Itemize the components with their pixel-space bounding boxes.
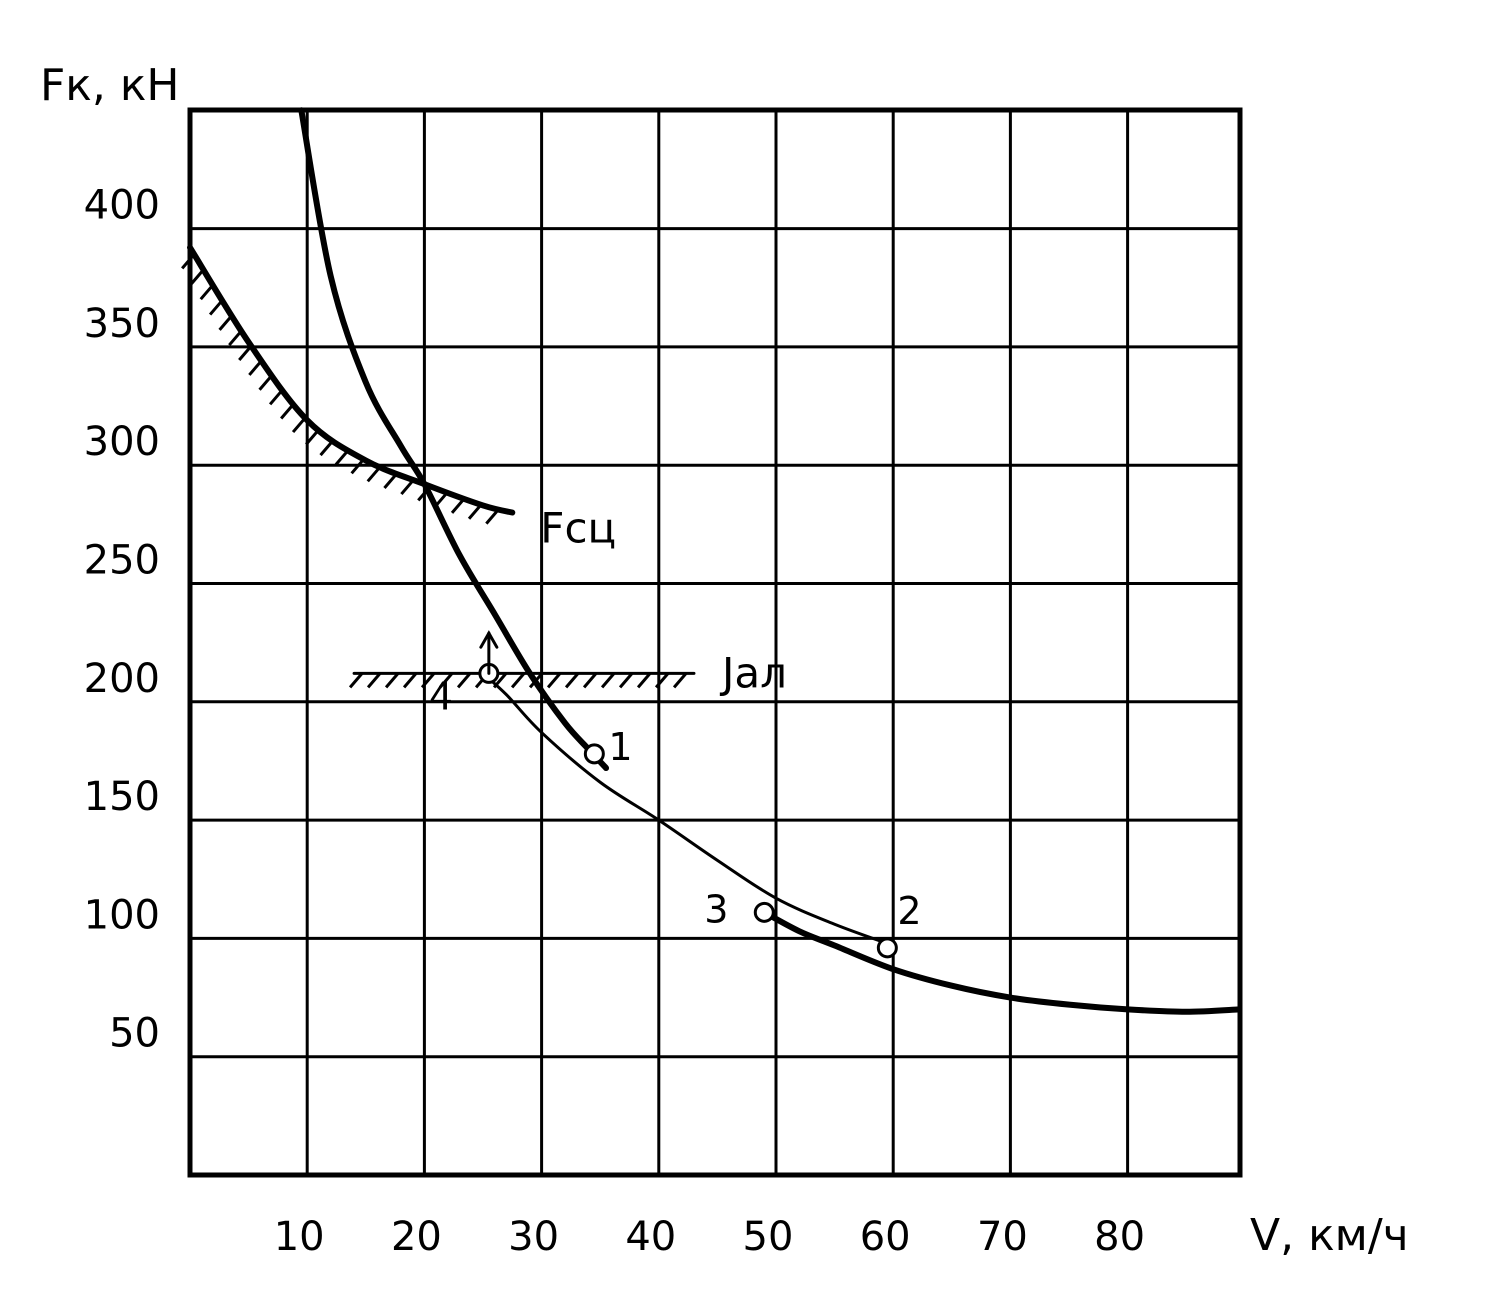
marked-point bbox=[876, 937, 898, 959]
x-tick-label: 20 bbox=[391, 1214, 442, 1260]
y-tick-label: 50 bbox=[109, 1011, 160, 1057]
hatch-mark bbox=[546, 672, 562, 689]
hatching bbox=[181, 253, 688, 689]
marked-point bbox=[753, 901, 775, 923]
hatch-mark bbox=[366, 466, 381, 483]
hatch-mark bbox=[582, 672, 598, 689]
y-tick-label: 250 bbox=[84, 538, 160, 584]
hatch-mark bbox=[366, 672, 382, 689]
hatch-mark bbox=[510, 672, 526, 689]
x-tick-label: 70 bbox=[977, 1214, 1028, 1260]
series-name-label: Jал bbox=[719, 648, 787, 697]
point-label: 1 bbox=[608, 725, 632, 769]
hatch-mark bbox=[334, 449, 350, 466]
x-tick-label: 80 bbox=[1094, 1214, 1145, 1260]
hatch-mark bbox=[280, 403, 295, 420]
series-line-2 bbox=[298, 107, 610, 772]
y-tick-label: 150 bbox=[84, 774, 160, 820]
grid bbox=[187, 107, 1243, 1178]
plot-frame bbox=[187, 107, 1243, 1178]
labels: Fк, кН V, км/ч 10 20 30 40 50 60 70 80 50 100 150 2… bbox=[40, 60, 1409, 1261]
x-tick-label: 30 bbox=[508, 1214, 559, 1260]
y-tick-label: 400 bbox=[84, 183, 160, 229]
hatch-mark bbox=[618, 672, 634, 689]
y-axis-label: Fк, кН bbox=[40, 60, 180, 111]
arrow-head bbox=[479, 630, 499, 649]
hatch-mark bbox=[350, 458, 365, 475]
hatch-mark bbox=[438, 672, 454, 689]
x-tick-label: 40 bbox=[625, 1214, 676, 1260]
series-lines bbox=[187, 107, 1242, 1015]
x-tick-label: 10 bbox=[274, 1214, 325, 1260]
hatch-mark bbox=[402, 672, 418, 689]
y-tick-label: 200 bbox=[84, 656, 160, 702]
series-line-3 bbox=[481, 671, 895, 947]
marked-points bbox=[478, 630, 898, 959]
y-tick-label: 350 bbox=[84, 301, 160, 347]
hatch-mark bbox=[636, 672, 652, 689]
hatch-mark bbox=[456, 672, 472, 689]
hatch-mark bbox=[305, 429, 320, 446]
marked-point bbox=[583, 743, 605, 765]
hatch-mark bbox=[564, 672, 580, 689]
x-tick-label: 60 bbox=[860, 1214, 911, 1260]
series-line-1 bbox=[187, 244, 516, 516]
series-name-label: Fсц bbox=[540, 504, 616, 553]
point-label: 3 bbox=[704, 887, 728, 931]
y-tick-label: 100 bbox=[84, 892, 160, 938]
hatch-mark bbox=[654, 672, 670, 689]
y-tick-label: 300 bbox=[84, 419, 160, 465]
point-label: 2 bbox=[897, 889, 921, 933]
hatch-mark bbox=[319, 440, 334, 457]
point-label: 4 bbox=[429, 674, 453, 718]
hatch-mark bbox=[600, 672, 616, 689]
hatch-mark bbox=[672, 672, 688, 689]
hatch-mark bbox=[291, 417, 307, 434]
series-line-4 bbox=[761, 909, 1242, 1015]
hatch-mark bbox=[420, 672, 436, 689]
hatch-mark bbox=[348, 672, 364, 689]
x-axis-label: V, км/ч bbox=[1250, 1210, 1409, 1261]
x-tick-label: 50 bbox=[743, 1214, 794, 1260]
hatch-mark bbox=[258, 374, 273, 391]
hatch-mark bbox=[384, 672, 400, 689]
